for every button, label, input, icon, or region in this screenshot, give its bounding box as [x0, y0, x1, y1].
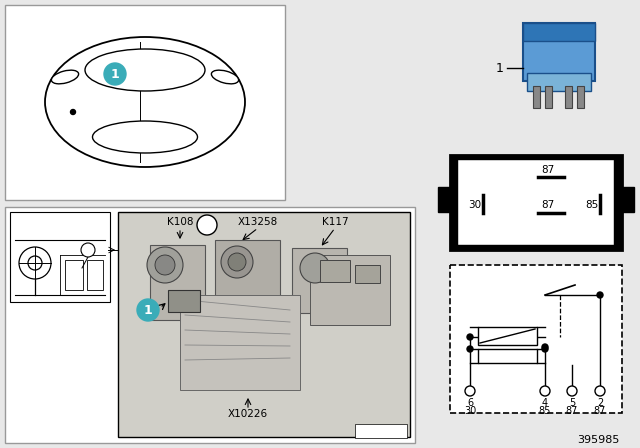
Circle shape — [542, 346, 548, 352]
Text: 4: 4 — [542, 398, 548, 408]
Bar — [523, 23, 595, 41]
Text: 501307032: 501307032 — [361, 428, 401, 434]
Bar — [10, 212, 110, 302]
Text: X10226: X10226 — [228, 409, 268, 419]
Circle shape — [467, 334, 473, 340]
Text: 6: 6 — [467, 398, 473, 408]
Circle shape — [137, 299, 159, 321]
Circle shape — [542, 344, 548, 350]
Text: 2: 2 — [203, 220, 211, 230]
Circle shape — [81, 243, 95, 257]
Circle shape — [19, 247, 51, 279]
Circle shape — [597, 292, 603, 298]
Bar — [478, 349, 537, 363]
Bar — [168, 290, 200, 312]
Bar — [458, 160, 614, 245]
Text: ...: ... — [556, 37, 563, 43]
Bar — [478, 327, 537, 345]
Bar — [450, 265, 622, 413]
Text: BMW: BMW — [549, 29, 569, 35]
Bar — [545, 86, 552, 108]
Circle shape — [595, 386, 605, 396]
Circle shape — [28, 256, 42, 270]
Text: 1: 1 — [111, 68, 120, 81]
Bar — [292, 248, 347, 313]
Ellipse shape — [211, 70, 239, 84]
Ellipse shape — [51, 70, 79, 84]
Bar — [87, 260, 103, 290]
Circle shape — [197, 215, 217, 235]
Text: 87: 87 — [566, 406, 578, 416]
Bar — [320, 260, 350, 282]
Bar — [450, 155, 622, 250]
Circle shape — [228, 253, 246, 271]
Bar — [150, 245, 205, 320]
Text: 1: 1 — [496, 61, 504, 74]
Bar — [310, 255, 390, 325]
Bar — [180, 295, 300, 390]
Circle shape — [567, 386, 577, 396]
Text: 87: 87 — [541, 165, 555, 175]
Bar — [523, 23, 595, 81]
Bar — [450, 265, 622, 413]
Text: 85: 85 — [586, 200, 598, 210]
Circle shape — [465, 386, 475, 396]
Circle shape — [70, 109, 76, 115]
Text: 30: 30 — [468, 200, 481, 210]
Text: 87: 87 — [541, 200, 555, 210]
Text: K117: K117 — [322, 217, 348, 227]
Bar — [118, 212, 410, 437]
Bar — [355, 424, 407, 438]
Text: 85: 85 — [539, 406, 551, 416]
Circle shape — [155, 255, 175, 275]
Text: 2: 2 — [85, 246, 91, 254]
Circle shape — [467, 346, 473, 352]
Bar — [565, 86, 572, 108]
Circle shape — [221, 246, 253, 278]
Circle shape — [540, 386, 550, 396]
Text: 1: 1 — [143, 303, 152, 316]
Text: X13258: X13258 — [238, 217, 278, 227]
Ellipse shape — [45, 37, 245, 167]
Bar — [622, 187, 634, 212]
Text: 30: 30 — [464, 406, 476, 416]
Bar — [577, 86, 584, 108]
Text: 87: 87 — [594, 406, 606, 416]
Text: 2: 2 — [597, 398, 603, 408]
Text: 395985: 395985 — [578, 435, 620, 445]
Bar — [355, 265, 380, 283]
Circle shape — [104, 63, 126, 85]
Ellipse shape — [93, 121, 198, 153]
Bar — [438, 187, 450, 212]
Circle shape — [147, 247, 183, 283]
Bar — [5, 5, 285, 200]
Text: K108: K108 — [167, 217, 193, 227]
Bar — [215, 240, 280, 320]
Ellipse shape — [85, 49, 205, 91]
Bar — [533, 86, 540, 108]
Bar — [65, 260, 83, 290]
Bar — [5, 207, 415, 443]
Circle shape — [300, 253, 330, 283]
Bar — [527, 73, 591, 91]
Text: 5: 5 — [569, 398, 575, 408]
